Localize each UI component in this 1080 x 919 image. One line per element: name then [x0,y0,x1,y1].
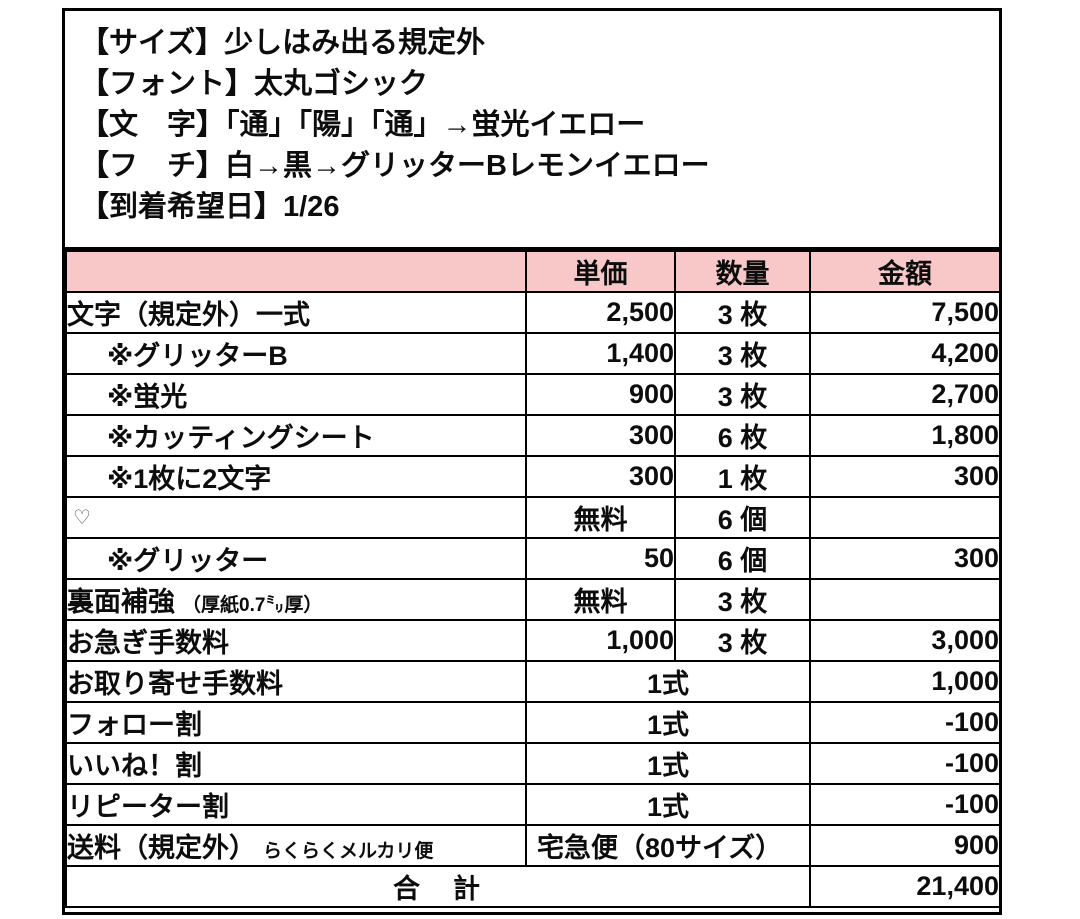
item-label: ※カッティングシート [107,423,375,453]
quote-sheet: 【サイズ】少しはみ出る規定外 【フォント】太丸ゴシック【文 字】「通」「陽」「通」… [62,8,1002,915]
table-row: ※カッティングシート 300 6 枚 1,800 [65,414,1001,457]
item-cell: ※カッティングシート [65,414,527,457]
quantity-cell: 6 個 [674,537,811,580]
unit-price-cell: 1,400 [525,332,676,375]
item-label: ※グリッター [107,546,269,576]
amount-cell: 7,500 [809,291,1001,334]
item-label: ※1枚に2文字 [107,464,272,494]
table-row: リピーター割 1式 -100 [65,783,1001,826]
table-row: お急ぎ手数料 1,000 3 枚 3,000 [65,619,1001,662]
amount-cell: 300 [809,537,1001,580]
unit-price-quantity-cell: 1式 [525,742,811,785]
spec-line: 【文 字】「通」「陽」「通」→蛍光イエロー [80,109,646,141]
amount-cell: 1,800 [809,414,1001,457]
amount-cell: 4,200 [809,332,1001,375]
quantity-cell: 3 枚 [674,373,811,416]
item-label: 裏面補強 [67,587,175,617]
amount-cell: 3,000 [809,619,1001,662]
amount-cell [809,496,1001,539]
item-cell: 送料（規定外） らくらくメルカリ便 [65,824,527,867]
unit-price-quantity-cell: 1式 [525,783,811,826]
item-label: ♡ [73,507,91,529]
unit-price-cell: 無料 [525,578,676,621]
table-row: 送料（規定外） らくらくメルカリ便 宅急便（80サイズ） 900 [65,824,1001,867]
unit-price-quantity-cell: 1式 [525,701,811,744]
item-cell: お急ぎ手数料 [65,619,527,662]
table-row: 文字（規定外）一式 2,500 3 枚 7,500 [65,291,1001,334]
unit-price-cell: 50 [525,537,676,580]
table-row: 裏面補強 （厚紙0.7㍉厚） 無料 3 枚 [65,578,1001,621]
table-row: ※グリッターB 1,400 3 枚 4,200 [65,332,1001,375]
table-row: いいね！割 1式 -100 [65,742,1001,785]
item-cell: 文字（規定外）一式 [65,291,527,334]
unit-price-cell: 300 [525,455,676,498]
quantity-cell: 6 枚 [674,414,811,457]
unit-price-cell: 1,000 [525,619,676,662]
item-cell: お取り寄せ手数料 [65,660,527,703]
amount-cell: 300 [809,455,1001,498]
table-row: ♡ 無料 6 個 [65,496,1001,539]
item-cell: ※グリッターB [65,332,527,375]
amount-cell: 900 [809,824,1001,867]
spec-line: 【到着希望日】1/26 [80,191,340,223]
item-cell: 裏面補強 （厚紙0.7㍉厚） [65,578,527,621]
item-cell: リピーター割 [65,783,527,826]
quantity-cell: 3 枚 [674,578,811,621]
item-cell: ※蛍光 [65,373,527,416]
unit-price-quantity-cell: 1式 [525,660,811,703]
table-row: フォロー割 1式 -100 [65,701,1001,744]
item-label: リピーター割 [67,792,229,822]
amount-cell: -100 [809,701,1001,744]
unit-price-cell: 2,500 [525,291,676,334]
unit-price-cell: 900 [525,373,676,416]
item-label: ※グリッターB [107,341,288,371]
spec-line: 【フ チ】白→黒→グリッターBレモンイエロー [80,150,710,182]
total-label: 合 計 [65,865,811,908]
unit-price-quantity-cell: 宅急便（80サイズ） [525,824,811,867]
quantity-cell: 1 枚 [674,455,811,498]
table-row: ※1枚に2文字 300 1 枚 300 [65,455,1001,498]
col-header-amount: 金額 [809,250,1001,293]
item-label: いいね！割 [67,751,202,781]
unit-price-cell: 300 [525,414,676,457]
quantity-cell: 6 個 [674,496,811,539]
total-amount: 21,400 [809,865,1001,908]
item-note: （厚紙0.7㍉厚） [182,595,323,616]
item-label: 送料（規定外） [67,833,256,863]
item-label: ※蛍光 [107,382,188,412]
amount-cell: -100 [809,783,1001,826]
table-row: ※蛍光 900 3 枚 2,700 [65,373,1001,416]
col-header-quantity: 数量 [674,250,811,293]
amount-cell: 1,000 [809,660,1001,703]
col-header-item [65,250,527,293]
table-row: お取り寄せ手数料 1式 1,000 [65,660,1001,703]
table-row: ※グリッター 50 6 個 300 [65,537,1001,580]
item-label: お取り寄せ手数料 [67,669,283,699]
total-row: 合 計 21,400 [65,865,1001,908]
spec-line: 【フォント】太丸ゴシック [80,68,429,100]
heart-icon: ♡ [65,496,527,539]
amount-cell [809,578,1001,621]
amount-cell: 2,700 [809,373,1001,416]
item-cell: ※1枚に2文字 [65,455,527,498]
col-header-unit-price: 単価 [525,250,676,293]
item-label: お急ぎ手数料 [67,628,229,658]
quantity-cell: 3 枚 [674,332,811,375]
spec-section: 【サイズ】少しはみ出る規定外 【フォント】太丸ゴシック【文 字】「通」「陽」「通」… [65,11,999,250]
amount-cell: -100 [809,742,1001,785]
item-label: 文字（規定外）一式 [67,300,310,330]
item-cell: いいね！割 [65,742,527,785]
quantity-cell: 3 枚 [674,291,811,334]
item-cell: ※グリッター [65,537,527,580]
price-table: 単価 数量 金額 文字（規定外）一式 2,500 3 枚 7,500 ※グリッターB 1,… [65,250,1001,908]
quantity-cell: 3 枚 [674,619,811,662]
unit-price-cell: 無料 [525,496,676,539]
item-cell: フォロー割 [65,701,527,744]
spec-line: 【サイズ】少しはみ出る規定外 [80,27,486,59]
item-note: らくらくメルカリ便 [263,841,434,862]
item-label: フォロー割 [67,710,202,740]
header-row: 単価 数量 金額 [65,250,1001,293]
